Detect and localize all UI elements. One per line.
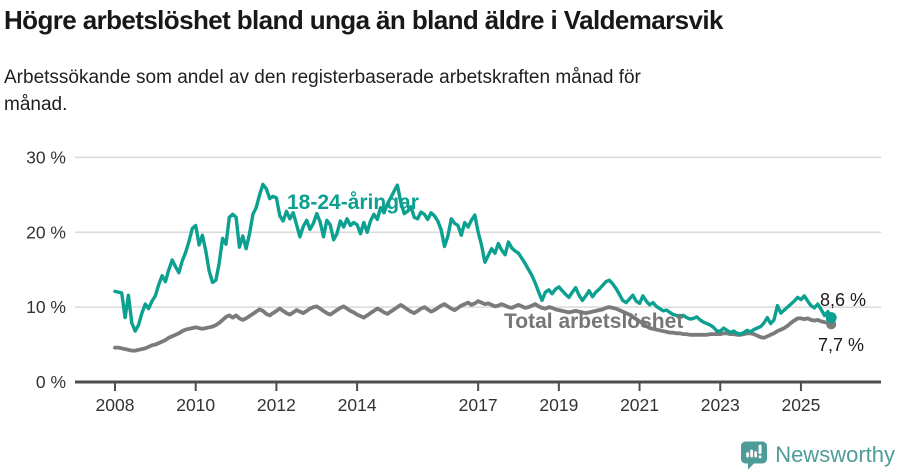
x-axis-label: 2010 (176, 395, 215, 415)
x-axis-label: 2012 (257, 395, 296, 415)
x-axis-label: 2021 (620, 395, 659, 415)
y-axis-label: 20 % (26, 222, 66, 242)
series-label-youth: 18-24-åringar (287, 191, 419, 214)
newsworthy-wordmark: Newsworthy (775, 442, 895, 467)
end-dot-youth (825, 312, 837, 324)
newsworthy-icon (741, 441, 768, 470)
page-title: Högre arbetslöshet bland unga än bland ä… (4, 5, 723, 35)
series-line-total (113, 299, 834, 353)
x-axis-label: 2008 (96, 395, 135, 415)
y-axis-label: 30 % (26, 147, 66, 167)
x-axis-label: 2025 (781, 395, 820, 415)
newsworthy-logo[interactable]: Newsworthy (740, 440, 895, 470)
subtitle-line-2: månad. (4, 94, 68, 115)
y-axis-label: 10 % (26, 297, 66, 317)
chart-subtitle: Arbetssökande som andel av den registerb… (4, 64, 641, 118)
x-axis-label: 2017 (459, 395, 498, 415)
end-value-total: 7,7 % (818, 335, 864, 355)
series-label-total: Total arbetslöshet (504, 310, 683, 333)
y-axis-label: 0 % (36, 372, 66, 392)
x-axis-label: 2019 (539, 395, 578, 415)
x-axis-label: 2023 (701, 395, 740, 415)
series-line-youth (113, 182, 833, 336)
end-value-youth: 8,6 % (820, 290, 866, 310)
x-axis-label: 2014 (338, 395, 377, 415)
subtitle-line-1: Arbetssökande som andel av den registerb… (4, 67, 641, 88)
